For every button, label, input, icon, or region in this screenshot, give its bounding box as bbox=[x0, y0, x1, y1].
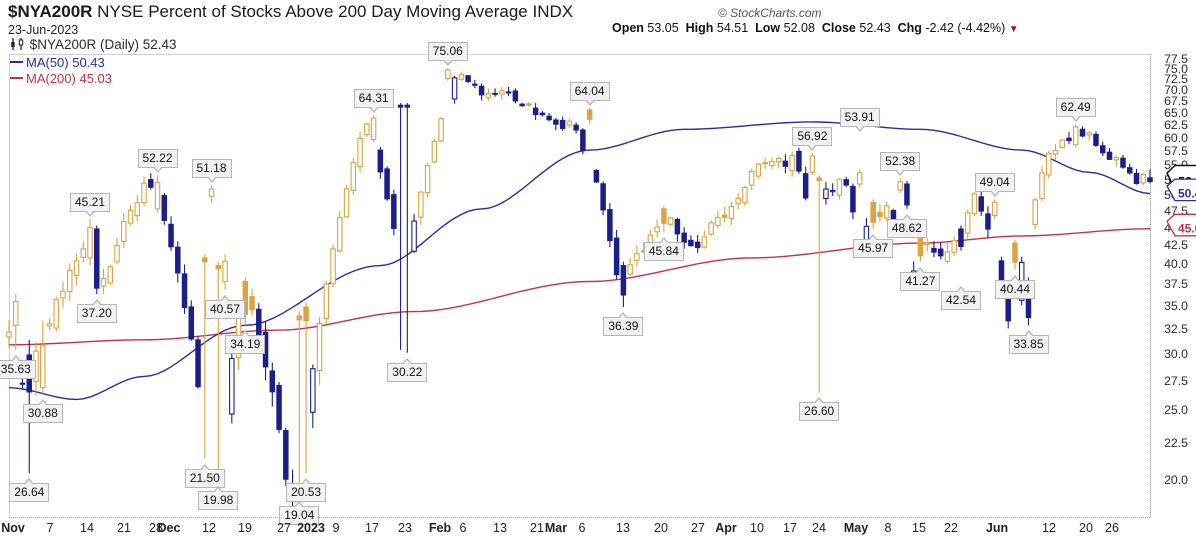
svg-text:45.03: 45.03 bbox=[1178, 222, 1196, 236]
svg-text:50.43: 50.43 bbox=[1178, 186, 1196, 200]
